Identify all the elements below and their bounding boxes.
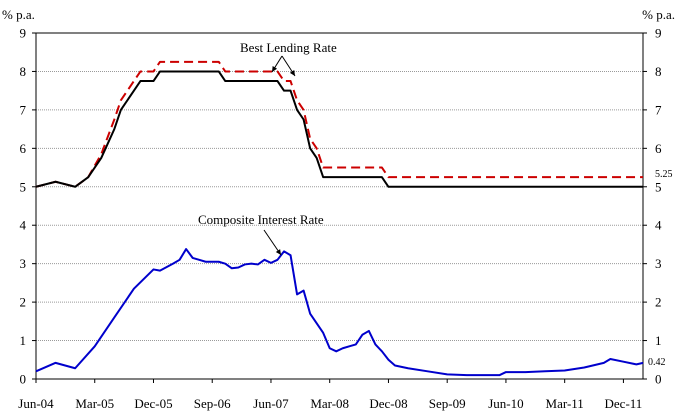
y-tick-label-left: 4: [20, 218, 27, 233]
y-tick-label-left: 3: [20, 256, 27, 271]
blr-red-end-label: 5.25: [655, 169, 673, 180]
x-tick-label: Dec-11: [605, 396, 643, 411]
y-unit-right: % p.a.: [642, 7, 675, 22]
x-tick-label: Dec-05: [134, 396, 172, 411]
x-tick-label: Mar-08: [310, 396, 349, 411]
series-layer: [35, 60, 644, 377]
y-tick-label-right: 2: [655, 295, 662, 310]
y-tick-label-left: 6: [20, 141, 27, 156]
best-lending-rate-dashed-line: [35, 60, 643, 188]
best-lending-rate-solid-line: [35, 70, 643, 188]
annotation-layer: Best Lending Rate Composite Interest Rat…: [198, 40, 673, 368]
x-tick-label: Sep-06: [194, 396, 231, 411]
y-tick-label-right: 9: [655, 26, 662, 41]
y-tick-label-left: 2: [20, 295, 27, 310]
x-tick-label: Jun-10: [488, 396, 523, 411]
x-tick-label: Sep-09: [429, 396, 466, 411]
y-axis-right: 0 1 2 3 4 5 6 7 8 9: [643, 26, 662, 387]
x-axis: Jun-04 Mar-05 Dec-05 Sep-06 Jun-07 Mar-08 Dec-…: [18, 379, 642, 411]
best-lending-rate-label: Best Lending Rate: [240, 40, 337, 55]
y-tick-label-left: 5: [20, 179, 27, 194]
y-tick-label-right: 6: [655, 141, 662, 156]
y-tick-label-left: 8: [20, 64, 27, 79]
y-unit-left: % p.a.: [2, 7, 35, 22]
plot-area-frame: [35, 32, 644, 380]
x-tick-label: Jun-04: [18, 396, 54, 411]
y-tick-label-right: 3: [655, 256, 662, 271]
y-tick-label-right: 4: [655, 218, 662, 233]
composite-end-label: 0.42: [648, 357, 666, 368]
x-tick-label: Dec-08: [369, 396, 407, 411]
y-tick-label-left: 9: [20, 26, 27, 41]
x-tick-label: Mar-11: [546, 396, 584, 411]
y-tick-label-left: 7: [20, 102, 27, 117]
x-tick-label: Jun-07: [253, 396, 289, 411]
y-tick-label-right: 5: [655, 179, 662, 194]
y-axis-left: 0 1 2 3 4 5 6 7 8 9: [20, 26, 36, 387]
blr-arrow-to-dashed-head: [289, 70, 295, 76]
y-tick-label-left: 1: [20, 333, 27, 348]
y-tick-label-right: 8: [655, 64, 662, 79]
y-tick-label-right: 7: [655, 102, 662, 117]
y-tick-label-right: 0: [655, 372, 662, 387]
y-tick-label-left: 0: [20, 372, 27, 387]
composite-interest-rate-label: Composite Interest Rate: [198, 212, 324, 227]
x-tick-label: Mar-05: [75, 396, 114, 411]
blr-arrow-to-solid-head: [272, 66, 278, 72]
y-tick-label-right: 1: [655, 333, 662, 348]
composite-arrow-head: [275, 249, 281, 255]
composite-interest-rate-line: [35, 248, 644, 377]
